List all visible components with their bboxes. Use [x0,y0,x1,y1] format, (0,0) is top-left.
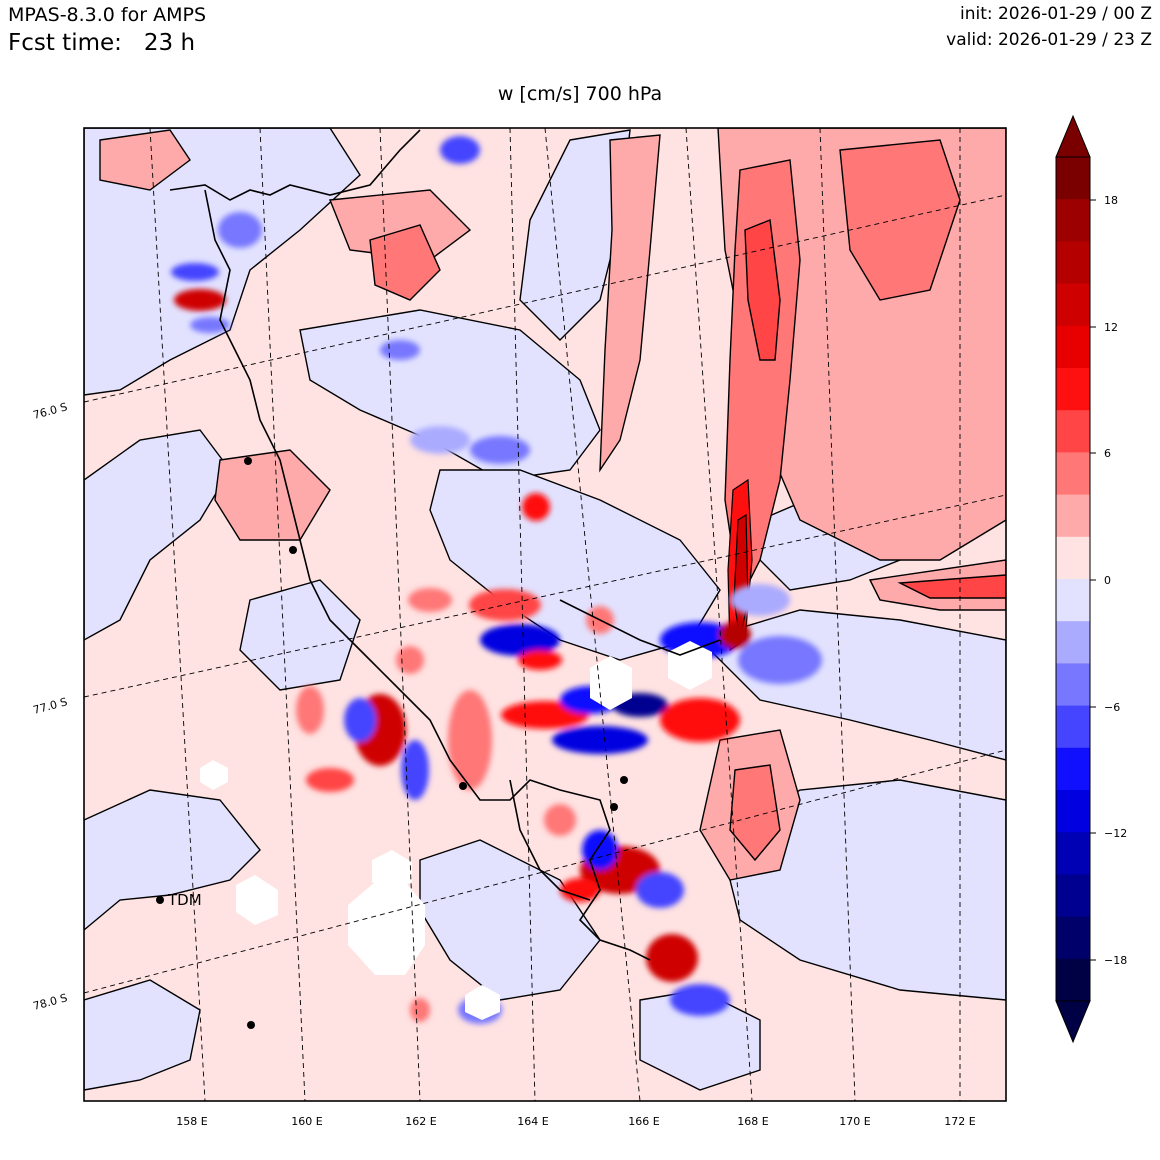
colorbar-segment [1056,579,1090,622]
colorbar-segment [1056,663,1090,707]
field-title: w [cm/s] 700 hPa [497,83,663,105]
forecast-time: Fcst time: 23 h [8,30,195,56]
missing-data-patches [200,641,712,1020]
station-markers [156,457,628,1029]
colorbar-max-arrow [1055,114,1091,158]
colorbar-segment [1056,536,1090,580]
colorbar-segment [1056,494,1090,538]
colorbar-segment [1056,958,1090,1002]
colorbar-segment [1056,368,1090,411]
forecast-time-value: 23 h [143,30,196,56]
colorbar-segment [1056,747,1090,791]
gravity-wave-cells [171,136,822,1024]
lon-label: 162 E [405,1115,436,1128]
colorbar-tick-label: −12 [1104,827,1127,840]
station-marker [244,457,252,465]
lat-label: 78.0 S [32,991,69,1013]
colorbar-segment [1056,157,1090,200]
station-marker [459,782,467,790]
lat-label: 76.0 S [32,400,69,422]
lon-label: 166 E [628,1115,659,1128]
station-marker [247,1021,255,1029]
station-marker [620,776,628,784]
colorbar-tick-label: 12 [1104,321,1118,334]
colorbar-segment [1056,874,1090,918]
lon-label: 158 E [176,1115,207,1128]
station-marker-tdm [156,896,164,904]
colorbar-segment [1056,241,1090,285]
colorbar-segment [1056,199,1090,242]
lon-label: 164 E [517,1115,548,1128]
coastline [169,129,721,961]
colorbar-ticks: 18 12 6 0 −6 −12 −18 [1090,194,1127,967]
longitude-labels: 158 E 160 E 162 E 164 E 166 E 168 E 170 … [176,1115,975,1128]
model-title: MPAS-8.3.0 for AMPS [8,4,207,26]
colorbar-tick-label: −6 [1104,701,1120,714]
colorbar-segment [1056,410,1090,453]
colorbar-tick-label: 0 [1104,574,1111,587]
lon-label: 170 E [839,1115,870,1128]
ascent-plumes [99,128,1006,881]
colorbar-segment [1056,452,1090,496]
map-frame [83,127,1007,1102]
colorbar-segment [1056,283,1090,327]
lon-label: 160 E [291,1115,322,1128]
colorbar-segment [1056,916,1090,960]
valid-time: valid: 2026-01-29 / 23 Z [946,30,1152,50]
colorbar-segment [1056,325,1090,369]
graticule [84,128,1006,1101]
station-marker [289,546,297,554]
latitude-labels: 76.0 S 77.0 S 78.0 S [32,400,69,1013]
colorbar-segment [1056,790,1090,833]
colorbar-tick-label: −18 [1104,954,1127,967]
station-label-tdm: TDM [167,891,202,909]
lat-label: 77.0 S [32,695,69,717]
colorbar-segment [1056,621,1090,664]
colorbar-segment [1056,832,1090,875]
colorbar-segment [1056,705,1090,749]
colorbar-tick-label: 18 [1104,194,1118,207]
station-marker [610,803,618,811]
colorbar-frame [1055,156,1091,1002]
init-time: init: 2026-01-29 / 00 Z [959,4,1152,24]
colorbar-tick-label: 6 [1104,447,1111,460]
lon-label: 168 E [737,1115,768,1128]
lon-label: 172 E [944,1115,975,1128]
forecast-time-label: Fcst time: [8,30,122,56]
map-plot-area: TDM [84,128,1006,1101]
colorbar-min-arrow [1055,1000,1091,1044]
colorbar: 18 12 6 0 −6 −12 −18 [1055,114,1127,1044]
